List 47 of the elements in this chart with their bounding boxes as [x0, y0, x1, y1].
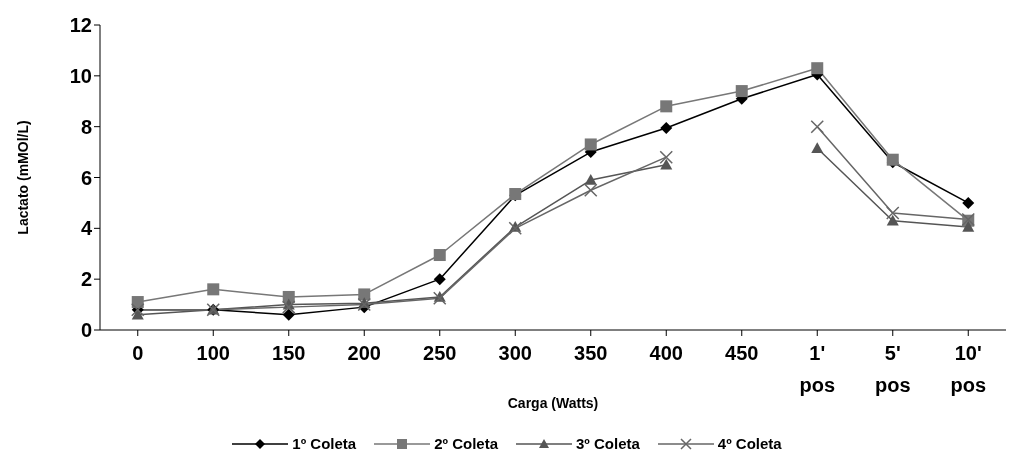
point: [584, 174, 597, 185]
x-tick-label: 200: [347, 342, 381, 364]
point: [282, 308, 295, 321]
point: [358, 288, 371, 301]
point: [962, 221, 975, 232]
y-axis-title: Lactato (mMOl/L): [14, 120, 31, 235]
point: [660, 158, 673, 170]
legend-label: 3º Coleta: [575, 435, 640, 452]
legend-label: 4º Coleta: [716, 435, 782, 452]
y-tick-label: 4: [80, 217, 93, 240]
x-axis-title: Carga (Watts): [507, 394, 599, 411]
x-tick-label: 150: [272, 342, 306, 364]
x-tick-label: 350: [574, 342, 608, 364]
legend-label: 2º Coleta: [433, 435, 498, 452]
point: [508, 221, 522, 236]
point: [962, 196, 975, 209]
point: [886, 206, 900, 220]
x-tick-label: 400: [649, 342, 683, 364]
x-tick-label: 0: [132, 342, 144, 364]
x-tick-label: 5' pos: [874, 342, 911, 396]
y-tick-label: 10: [69, 64, 92, 87]
y-tick-label: 2: [80, 268, 92, 291]
point: [433, 273, 446, 286]
point: [659, 150, 673, 164]
x-tick-label: 450: [725, 342, 759, 364]
legend-label: 1º Coleta: [291, 435, 357, 452]
point: [886, 214, 899, 226]
x-tick-label: 300: [498, 342, 532, 364]
point: [584, 183, 598, 197]
point: [811, 142, 824, 154]
point: [735, 85, 748, 98]
point: [433, 249, 446, 262]
y-tick-label: 6: [80, 166, 92, 189]
y-tick-label: 0: [80, 319, 92, 342]
point: [810, 119, 824, 134]
x-tick-label: 10' pos: [950, 342, 987, 396]
y-tick-label: 12: [69, 14, 92, 37]
y-tick-label: 8: [80, 115, 92, 138]
point: [660, 121, 673, 134]
point: [207, 283, 220, 296]
point: [811, 62, 824, 75]
x-tick-label: 100: [196, 342, 230, 364]
x-tick-label: 1' pos: [799, 342, 836, 396]
point: [282, 300, 296, 314]
point: [660, 100, 673, 113]
point: [584, 138, 597, 151]
x-tick-label: 250: [423, 342, 457, 364]
